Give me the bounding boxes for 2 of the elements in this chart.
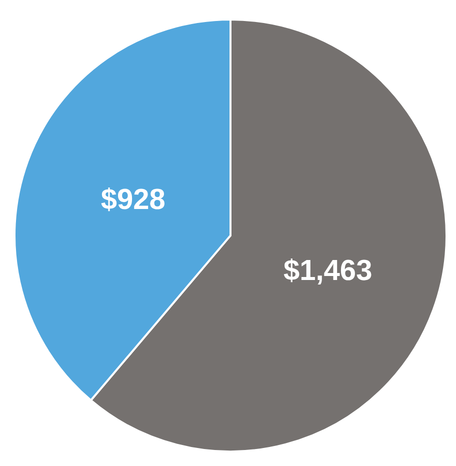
data-label: $928 (100, 184, 166, 216)
data-label: $1,463 (283, 255, 372, 288)
